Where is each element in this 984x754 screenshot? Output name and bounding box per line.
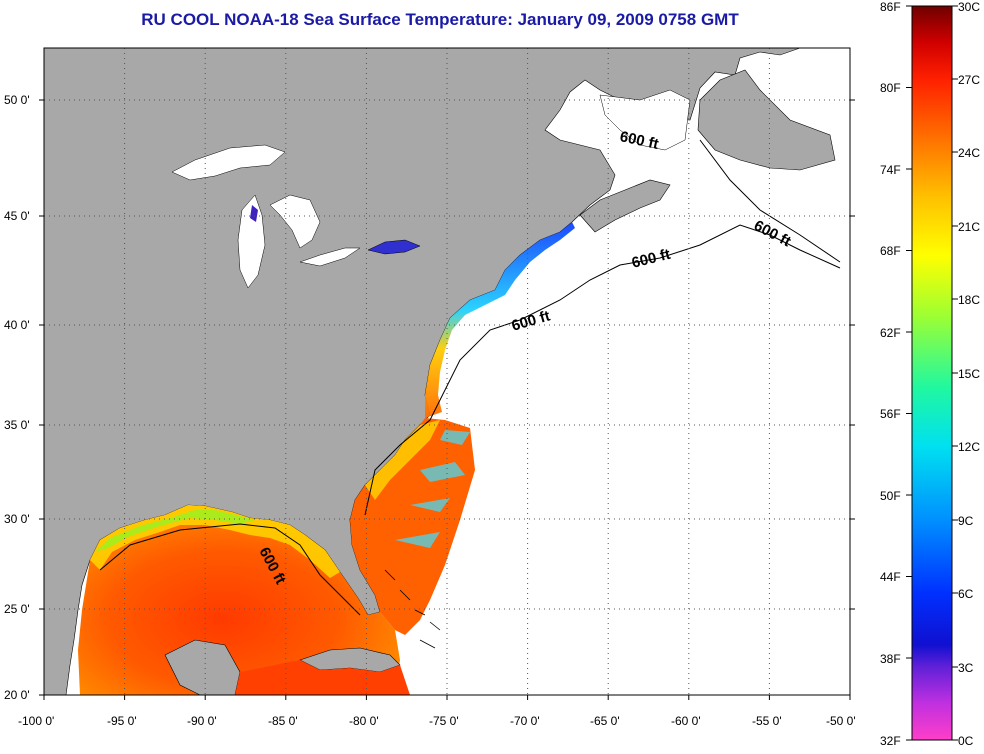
lat-label: 35 0': [4, 418, 30, 432]
bahamas-islands: [384, 569, 441, 649]
lake-michigan: [237, 194, 266, 289]
sst-carolina-shelf: [365, 420, 440, 500]
sst-caribbean: [235, 660, 410, 695]
lat-label: 45 0': [4, 209, 30, 223]
colorbar-c-label: 18C: [958, 293, 981, 307]
colorbar-f-label: 68F: [880, 244, 901, 258]
land-newfoundland: [697, 69, 836, 171]
sst-atlantic-shelf: [425, 222, 575, 418]
lon-label: -100 0': [18, 714, 55, 728]
isobath-600ft: [99, 139, 841, 616]
colorbar-c-label: 3C: [958, 661, 974, 675]
land-nova-scotia: [579, 179, 671, 233]
lon-label: -90 0': [187, 714, 217, 728]
colorbar-f-label: 32F: [880, 734, 901, 748]
colorbar-f-label: 80F: [880, 81, 901, 95]
lake-huron: [269, 194, 321, 249]
colorbar-f-label: 74F: [880, 163, 901, 177]
lon-label: -75 0': [429, 714, 459, 728]
lat-label: 50 0': [4, 93, 30, 107]
colorbar-c-label: 9C: [958, 514, 974, 528]
colorbar-f-label: 38F: [880, 652, 901, 666]
colorbar-c-label: 27C: [958, 73, 981, 87]
lake-michigan-cold: [250, 205, 258, 222]
lat-label: 30 0': [4, 512, 30, 526]
colorbar-f-label: 56F: [880, 407, 901, 421]
lat-label: 40 0': [4, 318, 30, 332]
lake-ontario: [367, 239, 421, 255]
colorbar-f-label: 62F: [880, 326, 901, 340]
lat-label: 20 0': [4, 688, 30, 702]
lon-label: -70 0': [510, 714, 540, 728]
colorbar-ticks: [906, 5, 958, 741]
colorbar: [911, 5, 953, 741]
colorbar-f-label: 44F: [880, 570, 901, 584]
lon-label: -80 0': [349, 714, 379, 728]
gulf-st-lawrence: [599, 89, 691, 151]
colorbar-c-label: 15C: [958, 367, 981, 381]
colorbar-c-label: 6C: [958, 587, 974, 601]
colorbar-c-label: 0C: [958, 734, 974, 748]
colorbar-f-label: 50F: [880, 489, 901, 503]
lon-label: -95 0': [107, 714, 137, 728]
sst-gulf-shelf-green: [95, 510, 255, 552]
lon-label: -65 0': [590, 714, 620, 728]
lon-label: -60 0': [671, 714, 701, 728]
lon-label: -55 0': [752, 714, 782, 728]
map-title: RU COOL NOAA-18 Sea Surface Temperature:…: [141, 10, 739, 29]
lake-superior: [171, 144, 286, 181]
colorbar-f-label: 86F: [880, 0, 901, 14]
colorbar-c-label: 12C: [958, 440, 981, 454]
lon-label: -85 0': [268, 714, 298, 728]
colorbar-c-label: 24C: [958, 146, 981, 160]
colorbar-c-label: 21C: [958, 220, 981, 234]
sst-cloud-streaks: [395, 430, 470, 548]
map-ticks: [39, 99, 855, 700]
lake-erie: [299, 247, 361, 267]
colorbar-c-label: 30C: [958, 0, 981, 14]
lat-label: 25 0': [4, 602, 30, 616]
lon-label: -50 0': [826, 714, 856, 728]
